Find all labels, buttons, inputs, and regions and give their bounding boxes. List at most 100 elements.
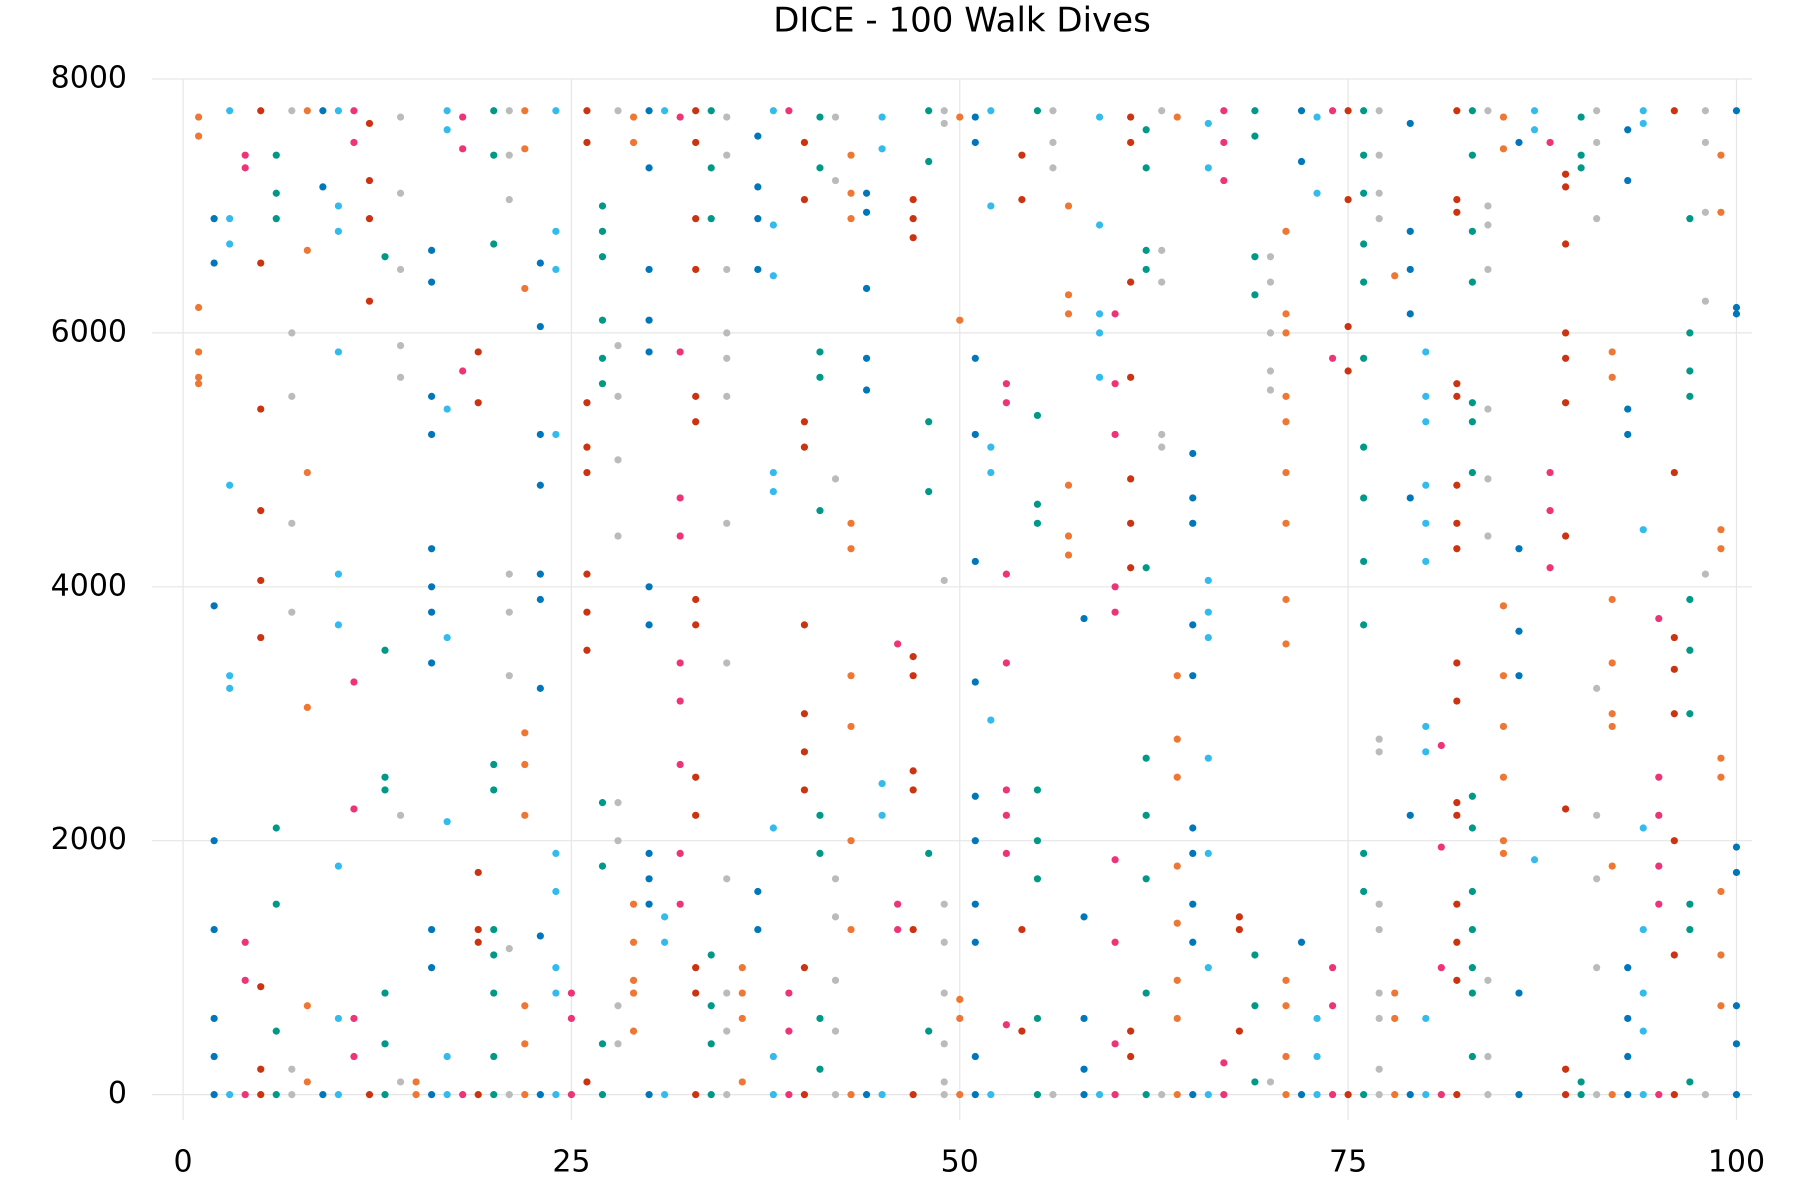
point — [1701, 570, 1709, 578]
point — [1453, 481, 1461, 489]
point — [723, 1027, 731, 1035]
point — [987, 107, 995, 115]
point — [536, 322, 544, 331]
point — [1313, 1091, 1321, 1099]
point — [1002, 399, 1010, 407]
point — [800, 621, 809, 629]
point — [1297, 938, 1306, 946]
point — [1282, 1052, 1290, 1061]
point — [925, 1027, 933, 1035]
point — [971, 938, 979, 946]
point — [1111, 430, 1119, 439]
point — [1111, 310, 1119, 318]
point — [1189, 849, 1197, 858]
point — [350, 138, 358, 147]
point — [816, 507, 824, 515]
point — [552, 107, 560, 115]
point — [1251, 951, 1259, 959]
point — [1499, 113, 1508, 121]
grid — [152, 78, 1752, 1120]
point — [350, 805, 358, 813]
point — [1561, 399, 1570, 407]
point — [210, 1091, 218, 1099]
point — [1453, 519, 1461, 527]
point — [1127, 373, 1135, 381]
point — [443, 818, 451, 826]
point — [536, 259, 544, 267]
point — [692, 265, 700, 274]
point — [1235, 925, 1243, 934]
point — [1266, 367, 1275, 375]
point — [1484, 107, 1492, 115]
point — [785, 107, 793, 115]
point — [1608, 1091, 1616, 1099]
point — [396, 373, 405, 381]
point — [1173, 773, 1181, 781]
point — [226, 672, 234, 680]
point — [1189, 1091, 1197, 1099]
point — [428, 392, 436, 400]
point — [1251, 253, 1259, 261]
point — [1701, 107, 1709, 115]
point — [1686, 646, 1694, 654]
point — [707, 107, 715, 115]
point — [769, 468, 777, 477]
point — [195, 113, 203, 121]
point — [552, 887, 560, 896]
point — [629, 938, 638, 946]
point — [971, 113, 979, 121]
point — [1593, 811, 1601, 819]
point — [1220, 1091, 1228, 1099]
point — [1158, 443, 1166, 451]
point — [1608, 722, 1616, 731]
point — [1468, 824, 1476, 832]
point — [1453, 976, 1461, 984]
point — [1608, 710, 1616, 718]
point — [614, 799, 622, 807]
point — [800, 748, 809, 756]
point — [1546, 507, 1554, 515]
point — [1484, 532, 1492, 540]
point — [1701, 138, 1709, 147]
y-tick-label: 6000 — [51, 314, 127, 349]
point — [1593, 107, 1601, 115]
point — [257, 983, 265, 991]
point — [723, 329, 731, 337]
point — [614, 341, 622, 350]
point — [1266, 329, 1275, 337]
y-tick-label: 8000 — [51, 61, 127, 96]
point — [800, 138, 809, 147]
point — [1422, 1014, 1430, 1023]
point — [334, 621, 343, 629]
point — [1437, 843, 1445, 851]
point — [521, 107, 529, 115]
point — [288, 1091, 296, 1099]
point — [1453, 799, 1461, 807]
point — [862, 354, 871, 362]
point — [738, 964, 746, 972]
point — [1282, 310, 1290, 318]
point — [536, 1091, 544, 1099]
point — [1111, 1091, 1119, 1099]
point — [396, 265, 405, 274]
point — [1608, 348, 1616, 356]
point — [1422, 1091, 1430, 1099]
point — [862, 386, 871, 394]
point — [1639, 107, 1647, 115]
point — [1499, 145, 1508, 153]
point — [1002, 811, 1010, 819]
point — [800, 443, 809, 451]
point — [1049, 138, 1057, 147]
point — [661, 938, 669, 946]
point — [1173, 672, 1181, 680]
point — [474, 868, 482, 877]
point — [645, 1091, 653, 1099]
point — [831, 176, 840, 185]
point — [1453, 811, 1461, 819]
point — [831, 1027, 840, 1035]
point — [816, 1065, 824, 1073]
point — [1686, 710, 1694, 718]
point — [459, 113, 467, 121]
point — [583, 608, 591, 616]
point — [1422, 722, 1430, 731]
